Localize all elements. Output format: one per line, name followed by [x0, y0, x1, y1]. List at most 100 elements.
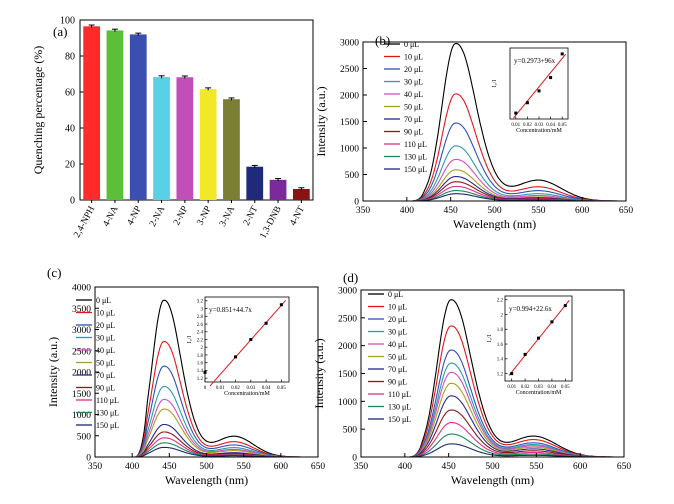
inset-y-tick-label: 2.2: [497, 298, 504, 303]
panel-label: (d): [343, 270, 358, 285]
y-tick-label: 40: [65, 124, 75, 135]
y-tick-label: 80: [65, 52, 75, 63]
legend-label: 10 μL: [388, 303, 407, 312]
inset-data-point: [523, 352, 527, 356]
inset-frame: [509, 47, 569, 120]
inset-equation: y=0.851+44.7x: [209, 306, 252, 314]
legend-label: 110 μL: [404, 140, 427, 149]
legend-label: 70 μL: [388, 365, 407, 374]
series-line: [95, 398, 318, 458]
inset-plot: 0.01 0.02 0.03 0.04 0.05 1.2 1.4 1.6 1.8 2 2.2 y=0.…: [487, 295, 573, 396]
legend-label: 150 μL: [388, 415, 411, 424]
y-axis-label: Intensity (a.u.): [46, 337, 60, 407]
panel-label: (c): [47, 265, 61, 280]
y-axis-label: Intensity (a.u.): [312, 338, 326, 408]
inset-x-tick-label: 0.03: [535, 123, 544, 128]
bar: [129, 34, 147, 201]
y-tick-label: 1500: [338, 370, 357, 380]
inset-y-tick-label: 1.2: [197, 377, 204, 382]
y-tick-label: 0: [86, 454, 91, 464]
legend-label: 130 μL: [404, 153, 427, 162]
x-tick-label: 450: [162, 462, 177, 472]
x-tick-label: 550: [237, 462, 252, 472]
inset-data-point: [537, 336, 540, 340]
inset-fit-line: [513, 53, 567, 119]
bar: [176, 77, 194, 200]
bar: [199, 89, 217, 200]
inset-y-tick-label: 2.8: [197, 315, 204, 320]
legend-label: 40 μL: [388, 340, 407, 349]
x-tick-label: 3-NA: [218, 205, 237, 229]
inset-y-label: I₀/I: [492, 80, 498, 88]
x-tick-label: 350: [354, 462, 369, 472]
x-tick-label: 500: [485, 462, 500, 472]
x-tick-label: 500: [199, 462, 214, 472]
legend-label: 150 μL: [96, 421, 119, 430]
inset-y-tick-label: 1.4: [197, 369, 204, 374]
legend-label: 0 μL: [388, 290, 403, 299]
inset-y-tick-label: 1.2: [497, 372, 504, 377]
legend-label: 90 μL: [388, 378, 407, 387]
y-tick-label: 3000: [72, 326, 91, 336]
bar: [83, 26, 101, 200]
x-tick-label: 2,4-NPH: [72, 205, 97, 240]
y-tick-label: 1500: [72, 390, 91, 400]
inset-y-tick-label: 2: [201, 346, 204, 351]
y-tick-label: 20: [65, 160, 75, 171]
y-tick-label: 3000: [340, 39, 359, 49]
y-tick-label: 2500: [72, 347, 91, 357]
inset-data-point: [550, 320, 554, 324]
panel-label: (b): [375, 33, 390, 48]
legend-label: 0 μL: [404, 40, 419, 49]
x-tick-label: 1,3-DNB: [258, 205, 283, 241]
legend-label: 90 μL: [404, 128, 423, 137]
inset-x-tick-label: 0.01: [216, 386, 225, 391]
series-line: [363, 122, 626, 202]
inset-y-label: I₀/I: [487, 335, 493, 343]
inset-x-label: Concentration/mM: [224, 391, 270, 397]
inset-data-point: [249, 338, 253, 341]
inset-data-point: [563, 304, 567, 308]
legend-label: 10 μL: [404, 53, 423, 62]
x-tick-label: 550: [531, 206, 546, 216]
legend-label: 110 μL: [96, 396, 119, 405]
inset-equation: y=0.994+22.6x: [509, 305, 552, 313]
y-tick-label: 3500: [72, 305, 91, 315]
series-line: [95, 385, 318, 458]
y-tick-label: 2000: [338, 342, 357, 352]
x-tick-label: 350: [356, 206, 371, 216]
panel-d: 350 400 450 500 550 600 6500500100015002000250…: [312, 270, 631, 487]
inset-data-point: [525, 101, 529, 105]
legend-label: 30 μL: [96, 334, 115, 343]
panel-a: 0 20 40 60 80 100 2,4-NPH 4-NA 4-NP 2-NA 2-NP 3-NP 3…: [31, 16, 314, 241]
legend-label: 90 μL: [96, 384, 115, 393]
inset-plot: 0.01 0.02 0.03 0.04 0.05 y=0.2973+96x Concentr…: [492, 47, 569, 134]
inset-x-tick-label: 0.01: [511, 123, 520, 128]
x-tick-label: 4-NP: [126, 205, 144, 227]
x-tick-label: 600: [575, 206, 590, 216]
legend-label: 130 μL: [388, 403, 411, 412]
inset-y-tick-label: 3.2: [197, 300, 204, 305]
x-tick-label: 450: [442, 462, 457, 472]
legend-label: 40 μL: [404, 90, 423, 99]
bar: [106, 30, 124, 200]
x-tick-label: 650: [617, 462, 632, 472]
x-tick-label: 650: [311, 462, 326, 472]
inset-plot: 0 0.01 0.02 0.03 0.04 0.05 1.2 1.4 1.6 1.8 2 2.2 2.4…: [187, 296, 290, 397]
series-line: [363, 42, 626, 202]
y-tick-label: 500: [343, 426, 358, 436]
inset-data-point: [234, 355, 238, 359]
panel-c: 350 400 450 500 550 600 6500500100015002000250…: [46, 265, 325, 487]
y-axis-label: Intensity (a.u.): [314, 86, 328, 156]
panel-b: 350 400 450 500 550 600 650 0 500 1000 1500 2000 250…: [314, 33, 633, 231]
series-line: [363, 93, 626, 202]
x-tick-label: 3-NP: [196, 205, 214, 227]
inset-x-tick-label: 0.04: [546, 123, 555, 128]
inset-data-point: [514, 111, 518, 115]
y-tick-label: 2500: [338, 314, 357, 324]
y-tick-label: 60: [65, 88, 75, 99]
inset-x-tick-label: 0.03: [246, 386, 255, 391]
legend-label: 20 μL: [404, 65, 423, 74]
plot-frame: [362, 41, 627, 202]
inset-y-label: I₀/I: [187, 336, 193, 344]
